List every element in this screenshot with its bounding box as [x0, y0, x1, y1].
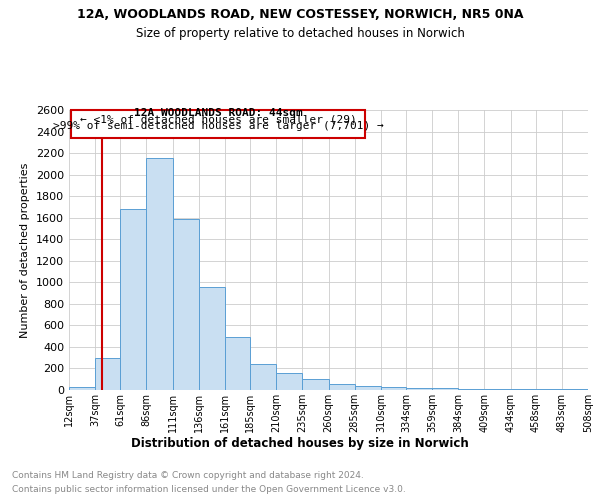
- Bar: [484, 389, 511, 390]
- Bar: [69, 387, 95, 390]
- Bar: [511, 389, 536, 390]
- Bar: [458, 388, 484, 390]
- Text: ← <1% of detached houses are smaller (29): ← <1% of detached houses are smaller (29…: [80, 114, 356, 124]
- Text: Contains HM Land Registry data © Crown copyright and database right 2024.: Contains HM Land Registry data © Crown c…: [12, 471, 364, 480]
- Bar: [250, 364, 276, 390]
- Y-axis label: Number of detached properties: Number of detached properties: [20, 162, 31, 338]
- Bar: [355, 386, 381, 390]
- Bar: [146, 158, 173, 390]
- FancyBboxPatch shape: [71, 110, 365, 138]
- Bar: [120, 209, 146, 390]
- Bar: [225, 337, 250, 390]
- Text: Distribution of detached houses by size in Norwich: Distribution of detached houses by size …: [131, 438, 469, 450]
- Text: Contains public sector information licensed under the Open Government Licence v3: Contains public sector information licen…: [12, 485, 406, 494]
- Bar: [173, 219, 199, 390]
- Bar: [276, 373, 302, 390]
- Bar: [95, 358, 120, 390]
- Text: 12A WOODLANDS ROAD: 44sqm: 12A WOODLANDS ROAD: 44sqm: [134, 108, 302, 118]
- Bar: [381, 387, 406, 390]
- Bar: [329, 384, 355, 390]
- Bar: [536, 389, 562, 390]
- Text: 12A, WOODLANDS ROAD, NEW COSTESSEY, NORWICH, NR5 0NA: 12A, WOODLANDS ROAD, NEW COSTESSEY, NORW…: [77, 8, 523, 20]
- Text: >99% of semi-detached houses are larger (7,701) →: >99% of semi-detached houses are larger …: [53, 122, 383, 132]
- Bar: [199, 286, 225, 390]
- Bar: [302, 379, 329, 390]
- Bar: [406, 388, 432, 390]
- Bar: [432, 388, 458, 390]
- Text: Size of property relative to detached houses in Norwich: Size of property relative to detached ho…: [136, 28, 464, 40]
